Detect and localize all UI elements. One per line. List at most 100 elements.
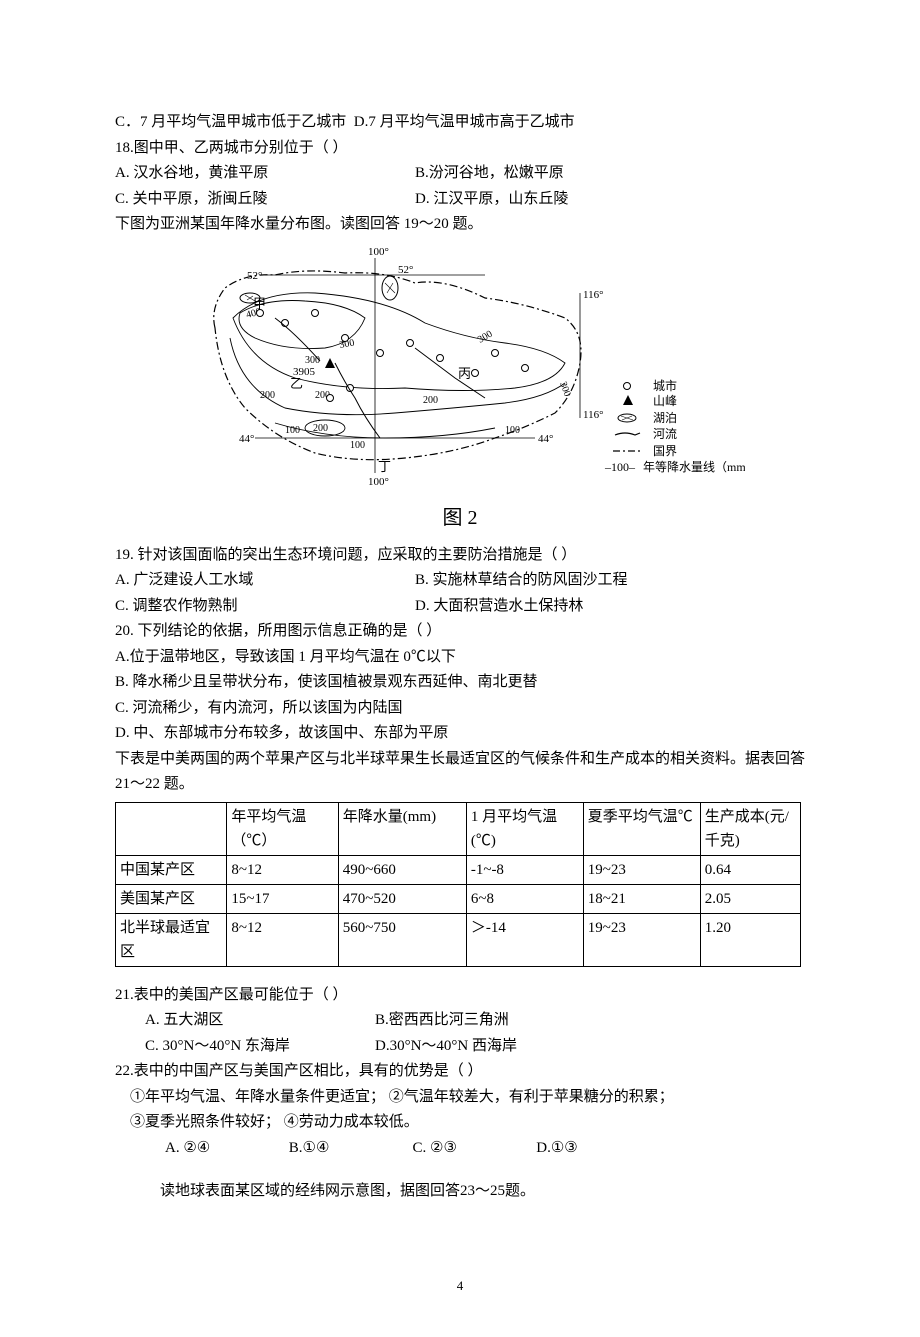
- q19-opt-c: C. 调整农作物熟制: [115, 594, 415, 620]
- iso-300-c: 300: [476, 328, 494, 345]
- lat-52-r: 52°: [398, 264, 413, 276]
- cell: 560~750: [338, 913, 466, 966]
- table-row: 北半球最适宜区 8~12 560~750 ＞-14 19~23 1.20: [116, 913, 801, 966]
- cell: -1~-8: [466, 855, 583, 884]
- page-number: 4: [115, 1275, 805, 1297]
- q22-line1: ①年平均气温、年降水量条件更适宜； ②气温年较差大，有利于苹果糖分的积累；: [115, 1085, 805, 1111]
- place-bing: 丙: [458, 366, 471, 381]
- map-svg: 100° 100° 52° 52° 44° 44° 116° 116° 400 …: [185, 243, 745, 493]
- q21-stem: 21.表中的美国产区最可能位于（ ）: [115, 983, 805, 1009]
- q21-opt-c: C. 30°N～40°N 东海岸: [145, 1034, 375, 1060]
- q18-row-cd: C. 关中平原，浙闽丘陵 D. 江汉平原，山东丘陵: [115, 187, 805, 213]
- cell: 美国某产区: [116, 884, 227, 913]
- legend-peak: 山峰: [653, 394, 677, 408]
- q18-opt-d: D. 江汉平原，山东丘陵: [415, 187, 568, 213]
- q17-opt-d: D.7 月平均气温甲城市高于乙城市: [354, 114, 575, 130]
- q18-opt-c: C. 关中平原，浙闽丘陵: [115, 187, 415, 213]
- q20-opt-a: A.位于温带地区，导致该国 1 月平均气温在 0℃以下: [115, 645, 805, 671]
- q19-opt-a: A. 广泛建设人工水域: [115, 568, 415, 594]
- iso-200-c: 200: [423, 395, 438, 406]
- q21-row-ab: A. 五大湖区 B.密西西比河三角洲: [115, 1008, 805, 1034]
- q21-row-cd: C. 30°N～40°N 东海岸 D.30°N～40°N 西海岸: [115, 1034, 805, 1060]
- q20-opt-b: B. 降水稀少且呈带状分布，使该国植被景观东西延伸、南北更替: [115, 670, 805, 696]
- apple-region-table: 年平均气温（℃） 年降水量(mm) 1 月平均气温(℃) 夏季平均气温℃ 生产成…: [115, 802, 801, 967]
- q22-opt-d: D.①③: [536, 1136, 656, 1162]
- place-yi: 乙: [290, 376, 303, 391]
- q18-stem: 18.图中甲、乙两城市分别位于（ ）: [115, 136, 805, 162]
- legend-lake: 湖泊: [653, 410, 677, 425]
- table-row: 中国某产区 8~12 490~660 -1~-8 19~23 0.64: [116, 855, 801, 884]
- iso-200-oval: 200: [313, 423, 328, 434]
- q22-opt-b: B.①④: [289, 1136, 409, 1162]
- intro-19-20: 下图为亚洲某国年降水量分布图。读图回答 19～20 题。: [115, 212, 805, 238]
- q18-row-ab: A. 汉水谷地，黄淮平原 B.汾河谷地，松嫩平原: [115, 161, 805, 187]
- cell: 490~660: [338, 855, 466, 884]
- q17-opt-c: C．7 月平均气温甲城市低于乙城市: [115, 114, 346, 130]
- lon-100-bot: 100°: [368, 476, 389, 488]
- cell: 2.05: [700, 884, 800, 913]
- q19-row-ab: A. 广泛建设人工水域 B. 实施林草结合的防风固沙工程: [115, 568, 805, 594]
- th-cost: 生产成本(元/千克): [700, 802, 800, 855]
- lon-116-b: 116°: [583, 409, 604, 421]
- q21-opt-a: A. 五大湖区: [145, 1008, 375, 1034]
- cell: 中国某产区: [116, 855, 227, 884]
- cell: 19~23: [583, 855, 700, 884]
- q19-opt-b: B. 实施林草结合的防风固沙工程: [415, 568, 628, 594]
- cell: 15~17: [227, 884, 338, 913]
- lon-100-top: 100°: [368, 246, 389, 258]
- th-temp: 年平均气温（℃）: [227, 802, 338, 855]
- q22-line2: ③夏季光照条件较好； ④劳动力成本较低。: [115, 1110, 805, 1136]
- legend-river: 河流: [653, 427, 677, 441]
- figure-2-label: 图 2: [115, 501, 805, 535]
- cell: 6~8: [466, 884, 583, 913]
- th-summer: 夏季平均气温℃: [583, 802, 700, 855]
- cell: 北半球最适宜区: [116, 913, 227, 966]
- table-row: 美国某产区 15~17 470~520 6~8 18~21 2.05: [116, 884, 801, 913]
- q22-options: A. ②④ B.①④ C. ②③ D.①③: [115, 1136, 805, 1162]
- cell: ＞-14: [466, 913, 583, 966]
- cell: 19~23: [583, 913, 700, 966]
- q22-opt-a: A. ②④: [165, 1136, 285, 1162]
- iso-100-c: 100: [505, 425, 520, 436]
- q20-opt-c: C. 河流稀少，有内流河，所以该国为内陆国: [115, 696, 805, 722]
- q18-opt-a: A. 汉水谷地，黄淮平原: [115, 161, 415, 187]
- cell: 470~520: [338, 884, 466, 913]
- iso-100-b: 100: [350, 440, 365, 451]
- cell: 8~12: [227, 855, 338, 884]
- q18-opt-b: B.汾河谷地，松嫩平原: [415, 161, 564, 187]
- q22-stem: 22.表中的中国产区与美国产区相比，具有的优势是（ ）: [115, 1059, 805, 1085]
- legend-iso-prefix: –100–: [604, 460, 636, 474]
- q21-opt-d: D.30°N～40°N 西海岸: [375, 1034, 517, 1060]
- th-precip: 年降水量(mm): [338, 802, 466, 855]
- q22-opt-c: C. ②③: [413, 1136, 533, 1162]
- cell: 18~21: [583, 884, 700, 913]
- iso-100-a: 100: [285, 425, 300, 436]
- legend-city: 城市: [653, 378, 677, 393]
- q19-opt-d: D. 大面积营造水土保持林: [415, 594, 583, 620]
- q19-row-cd: C. 调整农作物熟制 D. 大面积营造水土保持林: [115, 594, 805, 620]
- iso-300-a: 300: [305, 355, 320, 366]
- cell: 1.20: [700, 913, 800, 966]
- intro-23-25: 读地球表面某区域的经纬网示意图，据图回答23～25题。: [115, 1179, 805, 1205]
- iso-200-a: 200: [260, 390, 275, 401]
- q17-options-cd: C．7 月平均气温甲城市低于乙城市 D.7 月平均气温甲城市高于乙城市: [115, 110, 805, 136]
- lon-116-t: 116°: [583, 289, 604, 301]
- table-header-row: 年平均气温（℃） 年降水量(mm) 1 月平均气温(℃) 夏季平均气温℃ 生产成…: [116, 802, 801, 855]
- lat-44-r: 44°: [538, 433, 553, 445]
- legend-iso: 年等降水量线（mm）: [643, 460, 745, 474]
- map-legend: 城市 山峰 湖泊 河流 国界 –100– 年等降水量线（mm）: [604, 378, 745, 474]
- q20-stem: 20. 下列结论的依据，所用图示信息正确的是（ ）: [115, 619, 805, 645]
- cell: 0.64: [700, 855, 800, 884]
- q19-stem: 19. 针对该国面临的突出生态环境问题，应采取的主要防治措施是（ ）: [115, 543, 805, 569]
- cell: 8~12: [227, 913, 338, 966]
- precipitation-map: 100° 100° 52° 52° 44° 44° 116° 116° 400 …: [185, 243, 745, 493]
- q21-opt-b: B.密西西比河三角洲: [375, 1008, 509, 1034]
- intro-21-22: 下表是中美两国的两个苹果产区与北半球苹果生长最适宜区的气候条件和生产成本的相关资…: [115, 747, 805, 798]
- lat-44-l: 44°: [239, 433, 254, 445]
- place-ding: 丁: [378, 459, 391, 474]
- th-jan: 1 月平均气温(℃): [466, 802, 583, 855]
- place-jia: 甲: [253, 296, 266, 311]
- legend-border: 国界: [653, 444, 677, 458]
- q20-opt-d: D. 中、东部城市分布较多，故该国中、东部为平原: [115, 721, 805, 747]
- th-blank: [116, 802, 227, 855]
